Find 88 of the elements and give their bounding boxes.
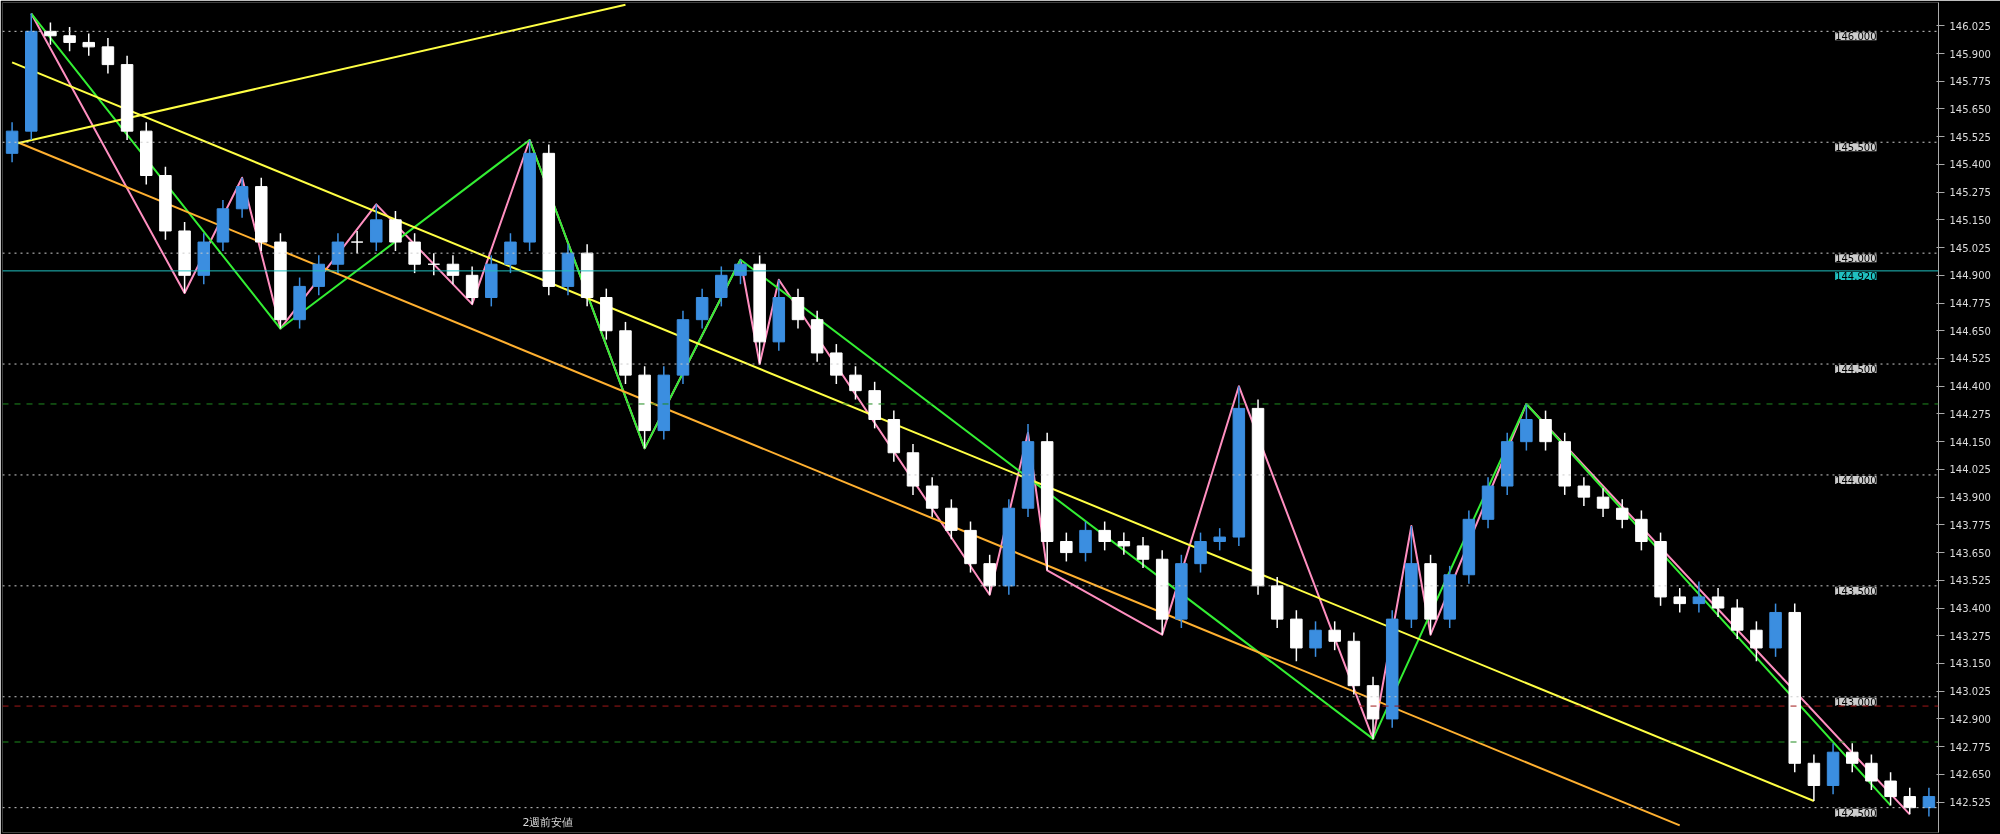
candlestick [945, 498, 958, 541]
y-tick-label: 146.025 [1949, 20, 1991, 32]
candlestick [1865, 753, 1878, 791]
y-tick-label: 144.400 [1949, 381, 1991, 393]
candlestick [1328, 620, 1341, 651]
candlestick [1309, 620, 1322, 658]
y-tick-label: 142.775 [1949, 741, 1991, 753]
candlestick [1098, 520, 1111, 552]
y-tick-label: 143.650 [1949, 547, 1991, 559]
y-tick-label: 143.150 [1949, 658, 1991, 670]
ref-line-label: 143.000 [1835, 696, 1877, 708]
candlestick [695, 287, 709, 330]
y-tick-label: 145.900 [1949, 48, 1991, 60]
ref-line-label: 142.500 [1835, 807, 1877, 819]
y-tick-label: 142.900 [1949, 713, 1991, 725]
y-tick-label: 145.150 [1949, 214, 1991, 226]
candlestick [82, 32, 96, 57]
candlestick [1539, 409, 1552, 452]
ref-line-label: 144.500 [1835, 364, 1877, 376]
candlestick [63, 26, 76, 53]
candlestick [1117, 531, 1131, 556]
candlestick [1711, 587, 1725, 618]
y-tick-label: 143.525 [1949, 575, 1991, 587]
candlestick [389, 210, 402, 252]
y-tick-label: 142.525 [1949, 797, 1991, 809]
candlestick [350, 230, 364, 254]
y-tick-label: 144.275 [1949, 408, 1991, 420]
ref-line-label: 144.000 [1835, 474, 1877, 486]
candlestick [465, 265, 479, 305]
y-tick-label: 143.775 [1949, 519, 1991, 531]
y-tick-label: 144.025 [1949, 464, 1991, 476]
y-tick-label: 145.525 [1949, 131, 1991, 143]
ref-line-label: 143.500 [1835, 585, 1877, 597]
y-tick-label: 145.650 [1949, 103, 1991, 115]
candlestick [1213, 527, 1226, 552]
y-tick-label: 143.900 [1949, 492, 1991, 504]
candlestick [312, 254, 326, 297]
ref-line-label: 145.500 [1835, 142, 1877, 154]
candlestick [44, 21, 57, 46]
candlestick [1884, 771, 1897, 807]
y-tick-label: 143.400 [1949, 603, 1991, 615]
y-tick-label: 145.400 [1949, 159, 1991, 171]
candlestick [504, 232, 517, 274]
candlestick [1673, 587, 1686, 614]
y-tick-label: 145.025 [1949, 242, 1991, 254]
candlestick [1577, 476, 1591, 507]
candlestick [5, 121, 19, 163]
y-tick-label: 144.150 [1949, 436, 1991, 448]
y-tick-label: 143.025 [1949, 686, 1991, 698]
candlestick [1903, 786, 1916, 816]
candlestick [925, 476, 939, 518]
candlestick [849, 365, 862, 401]
annotation: 2週前安値 [522, 815, 574, 829]
candlestick [1807, 753, 1821, 802]
candlestick [331, 232, 345, 274]
candlestick [1136, 536, 1150, 569]
candlestick [715, 265, 728, 308]
candlestick [1692, 580, 1706, 614]
candlestick [1922, 786, 1936, 818]
y-tick-label: 144.650 [1949, 325, 1991, 337]
candlestick [983, 554, 996, 596]
candlestick [1615, 498, 1629, 529]
candlestick [1060, 531, 1073, 563]
candlestick [1520, 403, 1533, 452]
candlestick [370, 203, 383, 252]
candlestick [101, 37, 115, 75]
candlestick [1596, 487, 1610, 518]
candlestick [427, 252, 441, 277]
y-tick-label: 144.775 [1949, 298, 1991, 310]
y-tick-label: 144.900 [1949, 270, 1991, 282]
y-tick-label: 145.275 [1949, 187, 1991, 199]
ref-line-label: 146.000 [1835, 31, 1877, 43]
candlestick [1845, 742, 1859, 773]
candlestick [1079, 520, 1092, 563]
candlestick [1635, 509, 1648, 552]
candlestick [830, 343, 843, 385]
ref-line-label: 145.000 [1835, 253, 1877, 265]
y-tick-label: 142.650 [1949, 769, 1991, 781]
candlestick [1194, 531, 1207, 574]
candlestick [791, 287, 805, 330]
y-tick-label: 145.775 [1949, 76, 1991, 88]
candlestick [408, 232, 421, 274]
ref-line-label: 144.920 [1835, 270, 1877, 282]
candlestick [235, 176, 249, 219]
y-tick-label: 143.275 [1949, 630, 1991, 642]
y-tick-label: 144.525 [1949, 353, 1991, 365]
candlestick [1750, 620, 1763, 663]
candlestick [1730, 598, 1744, 640]
